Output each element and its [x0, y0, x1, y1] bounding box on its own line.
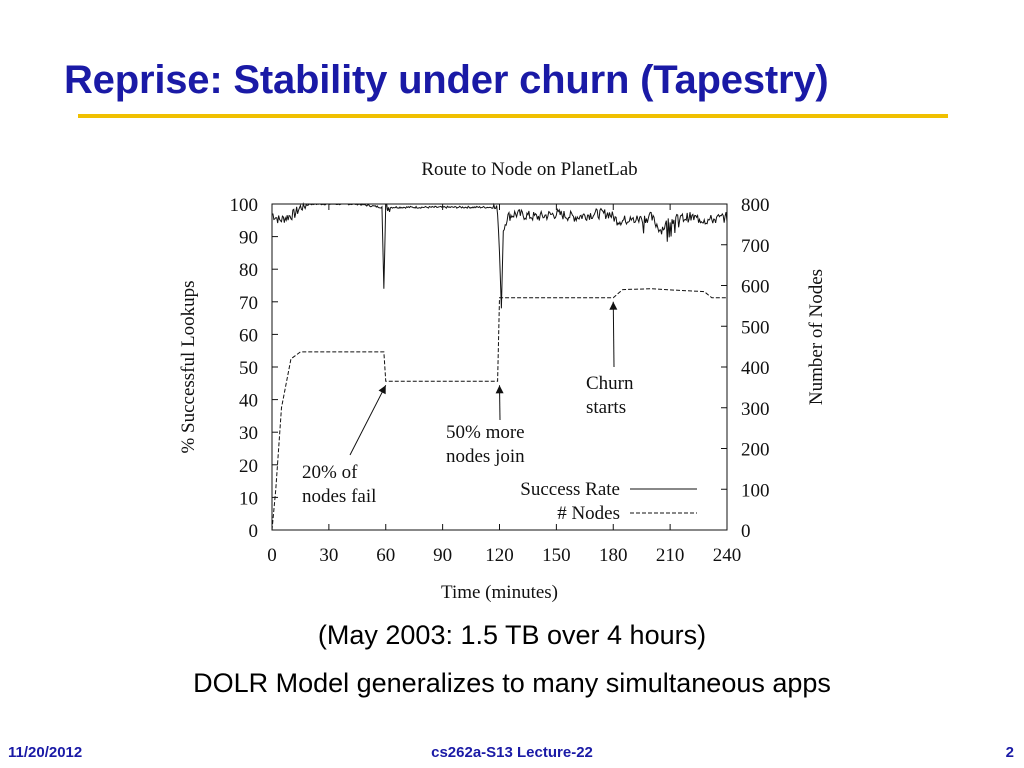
annotation-text: nodes join	[446, 446, 525, 467]
y-right-tick-label: 100	[741, 480, 770, 501]
y-left-tick-label: 70	[239, 293, 258, 314]
y-right-tick-label: 0	[741, 521, 751, 542]
annotation-text: nodes fail	[302, 486, 376, 507]
x-tick-label: 30	[319, 545, 338, 566]
footer-course: cs262a-S13 Lecture-22	[431, 744, 593, 761]
legend-label: # Nodes	[557, 503, 620, 524]
chart-title: Route to Node on PlanetLab	[421, 159, 637, 180]
annotation-text: Churn	[586, 373, 634, 394]
caption-dolr: DOLR Model generalizes to many simultane…	[193, 668, 831, 698]
y-left-axis-label: % Successful Lookups	[178, 280, 199, 453]
y-right-tick-label: 700	[741, 236, 770, 257]
x-tick-label: 120	[485, 545, 514, 566]
annotation-arrow	[612, 301, 615, 368]
x-tick-label: 0	[267, 545, 277, 566]
x-tick-label: 150	[542, 545, 571, 566]
y-left-tick-label: 30	[239, 423, 258, 444]
caption-date: (May 2003: 1.5 TB over 4 hours)	[317, 620, 707, 650]
series-nodes-line	[271, 288, 727, 531]
y-right-tick-label: 400	[741, 358, 770, 379]
y-right-tick-label: 200	[741, 440, 770, 461]
y-left-tick-label: 0	[249, 521, 259, 542]
x-tick-label: 240	[713, 545, 742, 566]
annotation-arrowhead	[378, 385, 386, 395]
y-left-tick-label: 90	[239, 228, 258, 249]
annotation-arrowhead	[609, 301, 618, 310]
x-tick-label: 180	[599, 545, 628, 566]
series-success-rate-line	[271, 202, 728, 309]
y-left-tick-label: 20	[239, 456, 258, 477]
y-right-tick-label: 600	[741, 277, 770, 298]
y-left-tick-label: 10	[239, 488, 258, 509]
annotation-text: starts	[586, 397, 626, 418]
legend-label: Success Rate	[520, 479, 620, 500]
x-axis-label: Time (minutes)	[441, 582, 558, 603]
y-left-tick-label: 80	[239, 260, 258, 281]
annotation-arrowhead	[495, 385, 504, 394]
annotation-text: 50% more	[446, 422, 525, 443]
y-left-tick-label: 60	[239, 325, 258, 346]
x-tick-label: 210	[656, 545, 685, 566]
footer-page-number: 2	[1005, 744, 1014, 761]
slide-title: Reprise: Stability under churn (Tapestry…	[64, 58, 829, 102]
y-right-tick-label: 500	[741, 317, 770, 338]
annotation-text: 20% of	[302, 462, 358, 483]
x-tick-label: 60	[376, 545, 395, 566]
footer-date: 11/20/2012	[8, 744, 83, 761]
y-left-tick-label: 100	[230, 195, 259, 216]
annotation-arrow	[349, 385, 387, 456]
x-tick-label: 90	[433, 545, 452, 566]
y-left-tick-label: 50	[239, 358, 258, 379]
title-underline	[78, 114, 948, 118]
y-left-tick-label: 40	[239, 391, 258, 412]
y-right-tick-label: 300	[741, 399, 770, 420]
y-right-tick-label: 800	[741, 195, 770, 216]
y-right-axis-label: Number of Nodes	[806, 269, 827, 405]
route-to-node-chart: Route to Node on PlanetLab 0 30 60 90 120 150 1…	[178, 159, 827, 603]
